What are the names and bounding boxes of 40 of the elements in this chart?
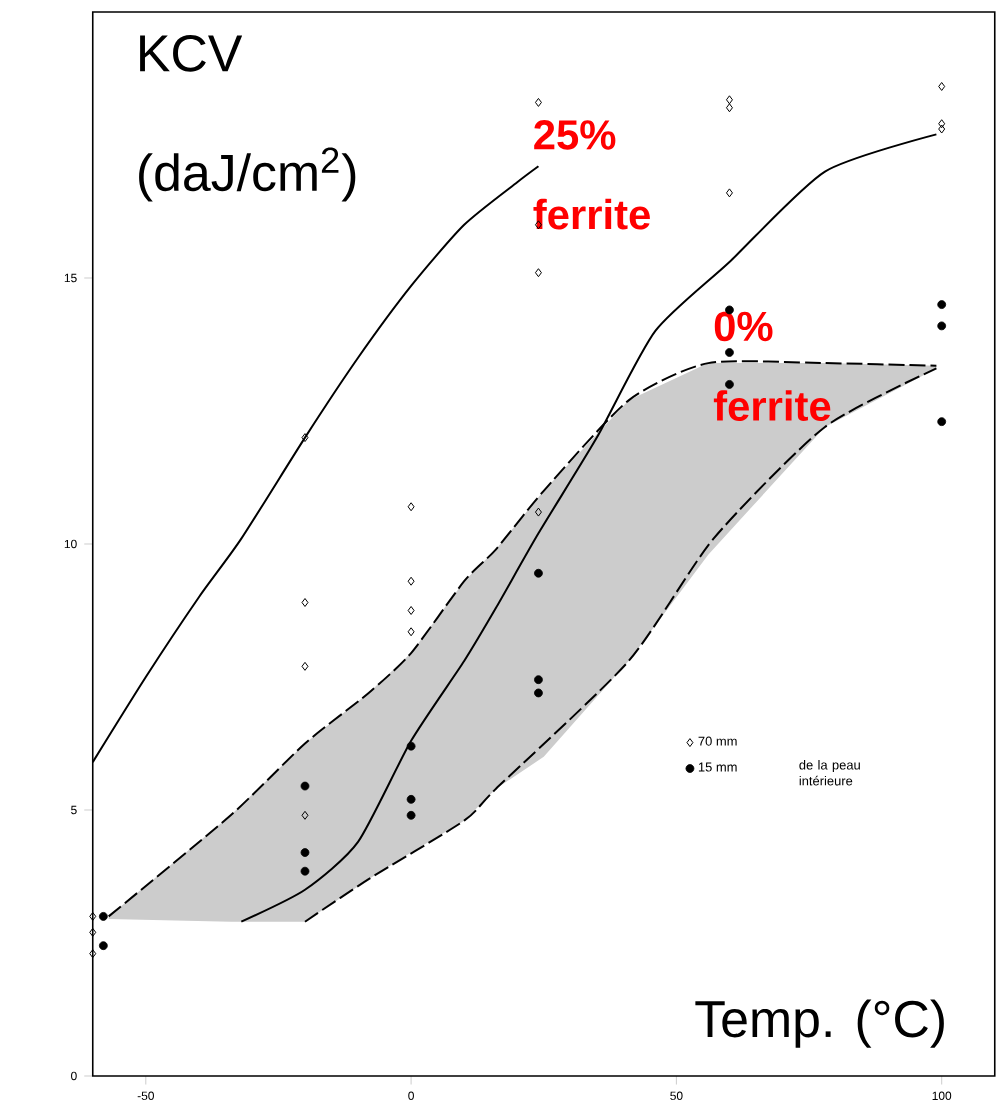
point (407, 627, 415, 637)
point (301, 810, 309, 820)
point (936, 417, 946, 427)
point (534, 507, 542, 517)
point (88, 911, 96, 921)
point (406, 810, 416, 820)
point (407, 606, 415, 615)
point (937, 81, 945, 91)
point (300, 866, 309, 876)
point (533, 568, 543, 578)
point (301, 661, 309, 671)
point (98, 941, 108, 951)
annotation: 25% ferrite (533, 120, 650, 230)
point (300, 848, 309, 857)
point (534, 268, 542, 278)
point (533, 675, 543, 685)
text: KCV (daJ/cm$^{2}$) (138, 34, 355, 202)
point (937, 119, 945, 129)
point (937, 124, 945, 134)
point (936, 300, 946, 309)
x-axis-title: Temp. (°C) (695, 999, 944, 1048)
point (98, 912, 108, 921)
point (725, 95, 733, 105)
point (407, 576, 415, 586)
point (301, 433, 309, 443)
point (406, 741, 416, 751)
point (88, 927, 96, 937)
point (534, 97, 542, 107)
point (407, 502, 415, 512)
point (406, 794, 416, 804)
point (725, 103, 733, 113)
point (88, 949, 96, 959)
point (724, 380, 734, 389)
annotation: 0% ferrite (713, 311, 830, 421)
point (533, 688, 543, 698)
point (301, 598, 309, 607)
point (936, 321, 946, 331)
point (724, 348, 734, 357)
point (725, 188, 733, 198)
point (300, 781, 309, 791)
